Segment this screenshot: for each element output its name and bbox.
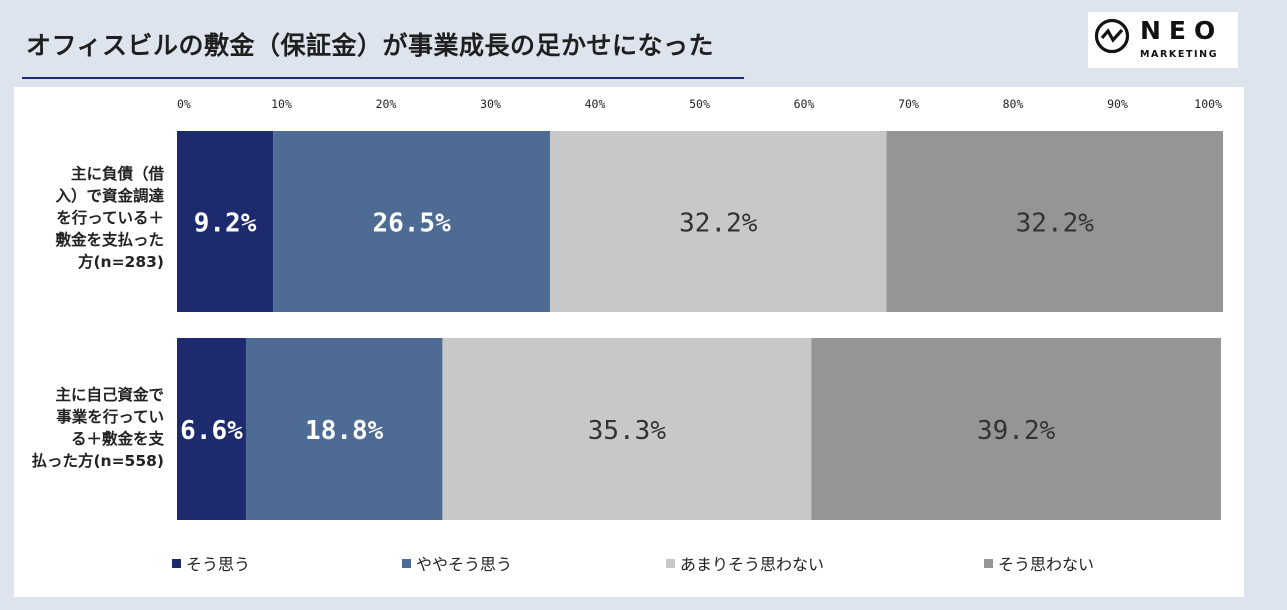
row-label-line: る＋敷金を支 <box>70 430 164 448</box>
bar-segment <box>177 131 274 312</box>
x-tick-label: 10% <box>271 97 292 111</box>
title-underline <box>22 77 744 79</box>
bar-segment <box>245 338 443 520</box>
x-tick-label: 30% <box>480 97 501 111</box>
row-label-line: を行っている＋ <box>56 209 164 227</box>
data-label: 26.5% <box>372 209 451 239</box>
row-label-line: 敷金を支払った <box>55 231 164 249</box>
data-label: 39.2% <box>977 416 1056 446</box>
bar-segment <box>886 131 1224 312</box>
x-tick-label: 50% <box>689 97 710 111</box>
legend-label: あまりそう思わない <box>680 555 825 574</box>
x-tick-label: 80% <box>1003 97 1024 111</box>
legend-swatch <box>984 558 993 568</box>
row-label-line: 事業を行ってい <box>56 408 164 426</box>
row-label-line: 主に自己資金で <box>55 386 164 404</box>
legend-swatch <box>402 558 411 568</box>
legend-label: ややそう思う <box>416 555 513 574</box>
data-label: 9.2% <box>194 209 257 239</box>
data-label: 6.6% <box>180 416 243 446</box>
legend-label: そう思わない <box>998 555 1095 574</box>
x-tick-label: 90% <box>1107 97 1128 111</box>
bar-segment <box>442 338 812 520</box>
bar-segment <box>177 338 246 520</box>
legend-swatch <box>666 558 675 568</box>
row-label-own-funds: 主に自己資金で 事業を行ってい る＋敷金を支 払った方(n=558) <box>24 384 164 472</box>
legend-item-somewhat-disagree: あまりそう思わない <box>666 552 824 574</box>
row-label-debt: 主に負債（借 入）で資金調達 を行っている＋ 敷金を支払った 方(n=283) <box>24 163 164 273</box>
data-label: 18.8% <box>305 416 384 446</box>
x-tick-label: 20% <box>376 97 397 111</box>
x-tick-label: 100% <box>1194 97 1222 111</box>
data-label: 32.2% <box>1016 209 1095 239</box>
x-tick-label: 60% <box>794 97 815 111</box>
row-label-line: 入）で資金調達 <box>55 187 164 205</box>
chart-title: オフィスビルの敷金（保証金）が事業成長の足かせになった <box>26 31 715 60</box>
data-label: 32.2% <box>679 209 758 239</box>
legend-item-somewhat-agree: ややそう思う <box>402 552 512 574</box>
legend-swatch <box>172 558 181 568</box>
bar-segment <box>273 131 551 312</box>
bar-segment <box>550 131 887 312</box>
row-label-line: 方(n=283) <box>77 253 164 271</box>
x-tick-label: 70% <box>898 97 919 111</box>
logo-name: NEO <box>1140 16 1224 45</box>
row-label-line: 主に負債（借 <box>70 165 164 183</box>
neo-marketing-logo: NEO MARKETING <box>1088 12 1238 68</box>
bar-segment <box>811 338 1221 520</box>
logo-pulse-icon <box>1094 18 1130 54</box>
logo-subtitle: MARKETING <box>1140 49 1219 60</box>
legend-item-disagree: そう思わない <box>984 552 1094 574</box>
legend-label: そう思う <box>186 555 251 574</box>
data-label: 35.3% <box>588 416 667 446</box>
x-tick-label: 0% <box>177 97 191 111</box>
legend-item-strongly-agree: そう思う <box>172 552 250 574</box>
x-tick-label: 40% <box>585 97 606 111</box>
row-label-line: 払った方(n=558) <box>31 452 164 470</box>
